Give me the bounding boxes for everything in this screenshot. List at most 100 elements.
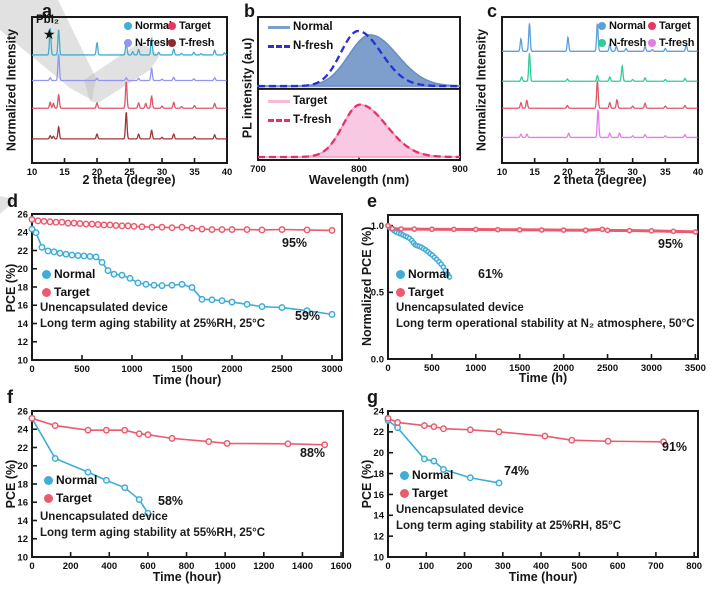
data-point-target <box>328 226 336 234</box>
data-point-target <box>384 414 392 422</box>
x-tick-label: 800 <box>686 561 702 572</box>
pbi2-annotation: PbI₂ <box>36 14 59 26</box>
legend-label: Normal <box>54 267 96 281</box>
data-point-normal <box>178 280 186 288</box>
x-tick-label: 1500 <box>509 363 530 374</box>
legend-label: Target <box>179 20 211 32</box>
watermark-band-ascending <box>84 42 160 103</box>
x-tick-label: 25 <box>595 167 606 178</box>
data-point-normal <box>328 310 336 318</box>
x-tick-label: 15 <box>529 167 540 178</box>
legend-dot-icon <box>44 493 53 503</box>
x-tick-label: 3000 <box>321 364 342 375</box>
solid-line-swatch-icon <box>268 99 290 103</box>
data-point-normal <box>104 267 112 275</box>
data-point-target <box>178 223 186 231</box>
data-point-normal <box>150 281 158 289</box>
data-point-normal <box>440 465 447 473</box>
data-point-target <box>228 226 236 233</box>
data-point-target <box>28 216 36 223</box>
data-point-target <box>538 227 545 233</box>
legend-item-g-normal: Normal <box>400 468 453 482</box>
legend-label: Target <box>56 491 92 505</box>
data-point-normal <box>446 274 453 280</box>
xrd-trace-n-fresh <box>502 53 698 82</box>
legend-label: Target <box>659 20 691 32</box>
panel-a-label: a <box>42 1 53 21</box>
retention-label-target: 95% <box>282 236 308 250</box>
data-point-target <box>599 226 606 233</box>
x-tick-label: 500 <box>74 364 90 375</box>
legend-item-b-nfresh: N-fresh <box>268 40 333 52</box>
retention-label-normal: 61% <box>478 267 504 281</box>
legend-item-a-nfresh: N-fresh <box>124 37 172 49</box>
data-point-normal <box>102 476 110 484</box>
legend-item-a-normal: Normal <box>124 20 172 32</box>
legend-item-c-target: Target <box>648 20 691 32</box>
data-point-normal <box>142 280 150 288</box>
solid-line-swatch-icon <box>268 25 290 29</box>
legend-item-f-normal: Normal <box>44 473 97 487</box>
data-point-target <box>284 440 292 448</box>
y-tick-label: 14 <box>17 516 28 527</box>
pl-dashed-t-fresh <box>258 103 460 159</box>
x-tick-label: 200 <box>63 561 79 572</box>
legend-dot-icon <box>168 22 176 30</box>
legend-item-g-target: Target <box>400 486 448 500</box>
condition-note-line1: Unencapsulated device <box>40 302 168 314</box>
xrd-trace-target <box>32 81 227 109</box>
x-tick-label: 300 <box>495 561 511 572</box>
data-point-normal <box>430 457 438 465</box>
condition-note-line1: Unencapsulated device <box>40 511 168 523</box>
legend-label: Target <box>54 285 90 299</box>
x-tick-label: 3500 <box>685 363 706 374</box>
y-tick-label: 18 <box>17 479 28 490</box>
y-tick-label: 10 <box>17 552 28 563</box>
data-point-target <box>168 224 176 232</box>
star-icon: ★ <box>43 26 56 42</box>
data-point-target <box>560 227 567 233</box>
legend-dot-icon <box>598 39 606 47</box>
xrd-trace-t-fresh <box>32 112 227 140</box>
x-tick-label: 700 <box>250 164 266 175</box>
series-line-target <box>387 417 664 443</box>
legend-dot-icon <box>44 475 53 485</box>
y-tick-label: 16 <box>17 301 28 312</box>
watermark-band-descending <box>0 0 96 100</box>
y-tick-label: 1.0 <box>371 221 384 232</box>
data-point-target <box>223 439 231 447</box>
data-point-target <box>218 226 226 233</box>
x-tick-label: 1600 <box>330 561 351 572</box>
y-tick-label: 20 <box>17 461 28 472</box>
data-point-target <box>411 226 418 232</box>
data-point-normal <box>38 243 46 251</box>
data-point-normal <box>243 300 251 308</box>
x-tick-label: 1000 <box>215 561 236 572</box>
retention-label-normal: 58% <box>158 494 184 508</box>
legend-label: Normal <box>609 20 646 32</box>
legend-dot-icon <box>124 39 132 47</box>
x-tick-label: 15 <box>59 167 70 178</box>
y-tick-label: 22 <box>17 246 28 257</box>
y-tick-label: 14 <box>373 511 384 522</box>
x-tick-label: 200 <box>457 561 473 572</box>
data-point-target <box>278 226 286 233</box>
legend-label: T-fresh <box>659 37 695 49</box>
dashed-line-swatch-icon <box>268 118 290 122</box>
data-point-normal <box>278 304 286 311</box>
data-point-target <box>121 426 129 434</box>
legend-item-c-nfresh: N-fresh <box>598 37 646 49</box>
data-point-target <box>258 226 266 234</box>
x-tick-label: 2500 <box>597 363 618 374</box>
x-tick-label: 2500 <box>271 364 292 375</box>
legend-dot-icon <box>598 22 606 30</box>
data-point-target <box>648 228 655 234</box>
data-point-target <box>604 437 612 445</box>
legend-label: T-fresh <box>179 37 215 49</box>
legend-label: N-fresh <box>135 37 173 49</box>
y-tick-label: 16 <box>17 498 28 509</box>
data-point-target <box>670 228 677 235</box>
condition-note-line1: Unencapsulated device <box>396 504 524 516</box>
